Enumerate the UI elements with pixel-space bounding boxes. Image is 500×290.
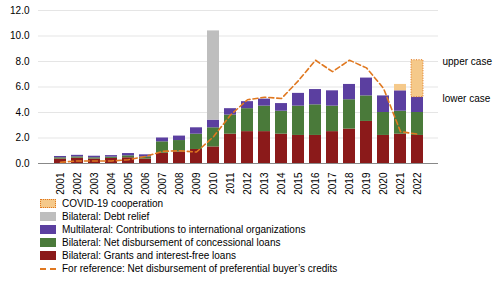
svg-text:2022: 2022 (412, 172, 423, 195)
svg-text:2013: 2013 (259, 172, 270, 195)
svg-text:8.0: 8.0 (16, 56, 30, 67)
svg-text:2005: 2005 (123, 172, 134, 195)
svg-text:2009: 2009 (191, 172, 202, 195)
svg-text:2006: 2006 (140, 172, 151, 195)
svg-text:2011: 2011 (225, 172, 236, 194)
html-text:Bilateral: Grants and interest: Bilateral: Grants and interest-free loan… (62, 250, 236, 261)
svg-text:2016: 2016 (310, 172, 321, 195)
svg-text:2014: 2014 (276, 172, 287, 195)
svg-text:2020: 2020 (378, 172, 389, 195)
html-text:Bilateral: Debt relief: Bilateral: Debt relief (62, 211, 150, 222)
svg-text:12.0: 12.0 (10, 5, 30, 16)
svg-text:2007: 2007 (157, 172, 168, 195)
svg-text:lower case: lower case (443, 93, 491, 104)
svg-text:2019: 2019 (361, 172, 372, 195)
svg-text:2.0: 2.0 (16, 132, 30, 143)
html-text:Bilateral: Net disbursement of: Bilateral: Net disbursement of concessio… (62, 237, 281, 248)
svg-text:2001: 2001 (55, 172, 66, 195)
html-text:Multilateral: Contributions to: Multilateral: Contributions to internati… (62, 224, 306, 235)
svg-text:2002: 2002 (72, 172, 83, 195)
svg-text:10.0: 10.0 (10, 30, 30, 41)
svg-text:2003: 2003 (89, 172, 100, 195)
html-text:For reference: Net disbursemen: For reference: Net disbursement of prefe… (62, 263, 338, 274)
svg-text:2015: 2015 (293, 172, 304, 195)
svg-text:2012: 2012 (242, 172, 253, 195)
svg-text:0.0: 0.0 (16, 158, 30, 169)
svg-text:2010: 2010 (208, 172, 219, 195)
svg-text:upper case: upper case (443, 56, 493, 67)
svg-text:2017: 2017 (327, 172, 338, 195)
svg-text:2004: 2004 (106, 172, 117, 195)
svg-text:2018: 2018 (344, 172, 355, 195)
svg-text:6.0: 6.0 (16, 81, 30, 92)
svg-text:2008: 2008 (174, 172, 185, 195)
svg-text:2021: 2021 (395, 172, 406, 195)
svg-text:4.0: 4.0 (16, 107, 30, 118)
html-text:COVID-19 cooperation: COVID-19 cooperation (62, 198, 164, 209)
